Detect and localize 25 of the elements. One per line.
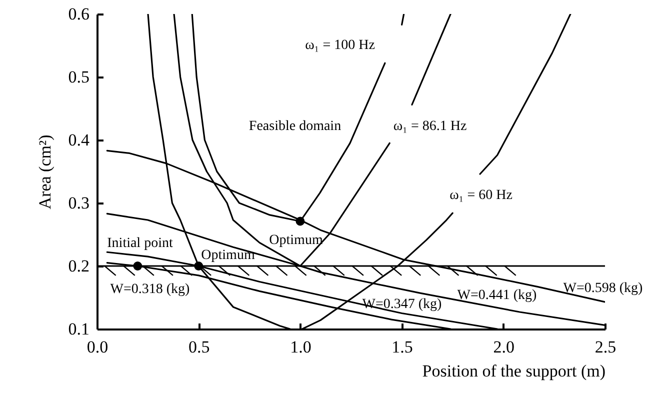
y-axis-title: Area (cm²) bbox=[35, 134, 54, 210]
x-tick-label: 1.5 bbox=[392, 338, 413, 356]
annotation: W=0.441 (kg) bbox=[457, 288, 538, 303]
y-tick-label: 0.3 bbox=[68, 194, 90, 212]
annotation: ω₁ = 60 Hz bbox=[450, 188, 512, 203]
x-tick-label: 2.5 bbox=[594, 338, 616, 356]
y-tick-label: 0.6 bbox=[68, 4, 90, 24]
x-tick-label: 2.0 bbox=[493, 338, 515, 356]
annotation: W=0.318 (kg) bbox=[110, 282, 190, 297]
x-tick-label: 1.0 bbox=[290, 338, 312, 356]
annotation: ω₁ = 86.1 Hz bbox=[393, 119, 467, 134]
annotation: W=0.598 (kg) bbox=[563, 281, 644, 296]
y-tick-label: 0.5 bbox=[68, 68, 90, 86]
y-tick-label: 0.1 bbox=[68, 320, 90, 338]
x-tick-label: 0.0 bbox=[86, 338, 108, 356]
annotation: W=0.347 (kg) bbox=[362, 297, 442, 312]
x-axis-title: Position of the support (m) bbox=[422, 362, 606, 380]
y-tick-label: 0.2 bbox=[68, 256, 90, 276]
annotation: Feasible domain bbox=[248, 119, 342, 134]
x-tick-label: 0.5 bbox=[188, 338, 210, 356]
annotation: Optimum bbox=[269, 233, 323, 248]
annotation: Optimum bbox=[201, 248, 255, 263]
annotation: Initial point bbox=[107, 236, 173, 251]
annotation: ω₁ = 100 Hz bbox=[305, 38, 375, 53]
y-tick-label: 0.4 bbox=[68, 130, 90, 150]
